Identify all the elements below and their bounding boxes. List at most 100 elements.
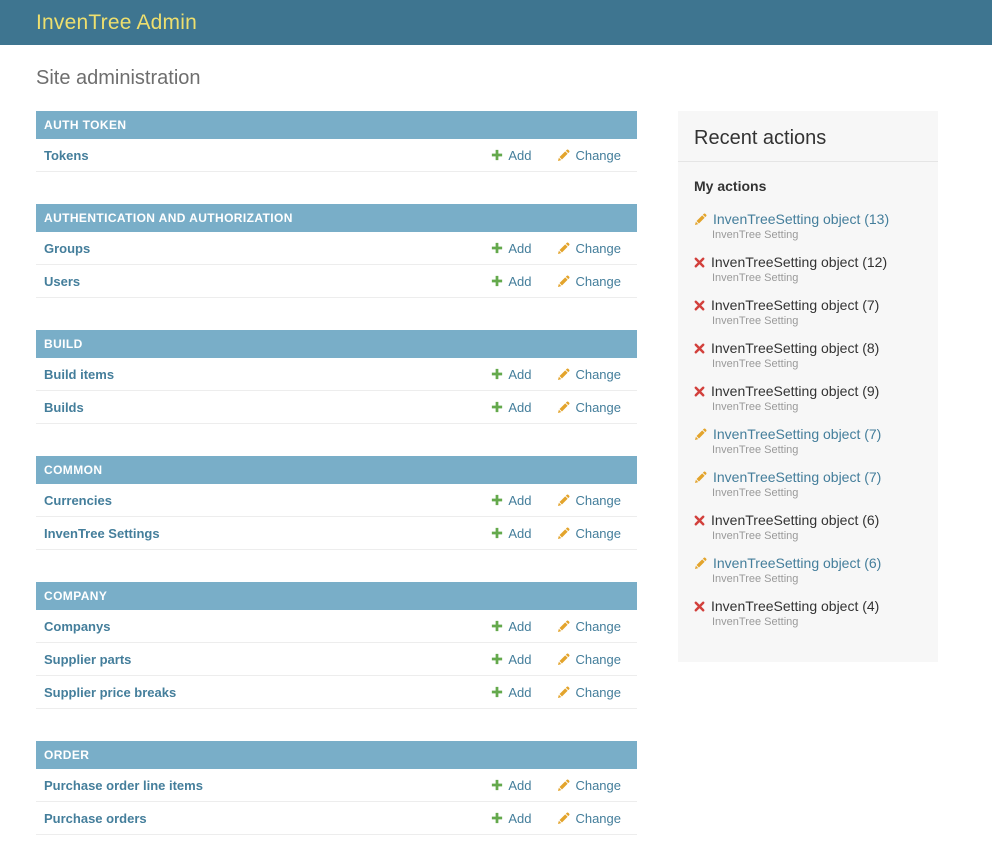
- add-link[interactable]: Add: [491, 274, 531, 289]
- model-row: Supplier price breaks Add Change: [36, 676, 637, 709]
- change-link[interactable]: Change: [557, 778, 621, 793]
- change-link[interactable]: Change: [557, 619, 621, 634]
- change-link[interactable]: Change: [557, 652, 621, 667]
- recent-action-line: InvenTreeSetting object (13): [694, 210, 922, 228]
- plus-icon: [491, 686, 503, 698]
- pencil-icon: [557, 242, 570, 255]
- recent-action-item: InvenTreeSetting object (7) InvenTree Set…: [694, 296, 922, 329]
- cross-icon: [694, 386, 705, 397]
- app-section-link[interactable]: COMMON: [36, 456, 637, 484]
- change-link[interactable]: Change: [557, 148, 621, 163]
- recent-actions-body: My actions InvenTreeSetting object (13) I…: [678, 162, 938, 662]
- add-link[interactable]: Add: [491, 241, 531, 256]
- recent-action-type: InvenTree Setting: [712, 487, 799, 499]
- change-link[interactable]: Change: [557, 685, 621, 700]
- model-link[interactable]: Users: [44, 273, 81, 289]
- app-header: InvenTree Admin: [0, 0, 992, 45]
- change-label: Change: [575, 777, 621, 793]
- add-label: Add: [508, 618, 532, 634]
- model-link[interactable]: Build items: [44, 366, 115, 382]
- recent-action-line: InvenTreeSetting object (6): [694, 554, 922, 572]
- app-section-link[interactable]: COMPANY: [36, 582, 637, 610]
- add-label: Add: [508, 366, 532, 382]
- row-actions: Add Change: [491, 367, 621, 382]
- change-label: Change: [575, 492, 621, 508]
- row-actions: Add Change: [491, 526, 621, 541]
- model-link[interactable]: Purchase orders: [44, 810, 147, 826]
- model-link[interactable]: Supplier parts: [44, 651, 132, 667]
- app-section-link[interactable]: BUILD: [36, 330, 637, 358]
- recent-action-label[interactable]: InvenTreeSetting object (7): [713, 426, 882, 442]
- add-link[interactable]: Add: [491, 685, 531, 700]
- add-link[interactable]: Add: [491, 400, 531, 415]
- add-link[interactable]: Add: [491, 526, 531, 541]
- recent-action-type: InvenTree Setting: [712, 573, 799, 585]
- app-section-link[interactable]: AUTH TOKEN: [36, 111, 637, 139]
- recent-action-item: InvenTreeSetting object (6) InvenTree Set…: [694, 554, 922, 587]
- change-label: Change: [575, 147, 621, 163]
- change-label: Change: [575, 366, 621, 382]
- recent-action-label: InvenTreeSetting object (8): [711, 340, 880, 356]
- pencil-icon: [557, 149, 570, 162]
- recent-action-line: InvenTreeSetting object (7): [694, 296, 922, 314]
- add-label: Add: [508, 399, 532, 415]
- cross-icon: [694, 515, 705, 526]
- change-link[interactable]: Change: [557, 493, 621, 508]
- add-label: Add: [508, 240, 532, 256]
- cross-icon: [694, 257, 705, 268]
- add-link[interactable]: Add: [491, 493, 531, 508]
- row-actions: Add Change: [491, 652, 621, 667]
- recent-action-label[interactable]: InvenTreeSetting object (7): [713, 469, 882, 485]
- plus-icon: [491, 653, 503, 665]
- add-link[interactable]: Add: [491, 811, 531, 826]
- add-link[interactable]: Add: [491, 148, 531, 163]
- recent-action-label[interactable]: InvenTreeSetting object (6): [713, 555, 882, 571]
- model-row: InvenTree Settings Add Change: [36, 517, 637, 550]
- pencil-icon: [557, 653, 570, 666]
- cross-icon: [694, 343, 705, 354]
- pencil-icon: [557, 686, 570, 699]
- row-actions: Add Change: [491, 619, 621, 634]
- add-link[interactable]: Add: [491, 619, 531, 634]
- change-link[interactable]: Change: [557, 367, 621, 382]
- add-link[interactable]: Add: [491, 652, 531, 667]
- model-row: Companys Add Change: [36, 610, 637, 643]
- recent-action-type: InvenTree Setting: [712, 315, 799, 327]
- app-section-link[interactable]: ORDER: [36, 741, 637, 769]
- recent-action-label[interactable]: InvenTreeSetting object (13): [713, 211, 890, 227]
- app-section-link[interactable]: AUTHENTICATION AND AUTHORIZATION: [36, 204, 637, 232]
- recent-actions-list: InvenTreeSetting object (13) InvenTree Se…: [694, 210, 922, 630]
- change-link[interactable]: Change: [557, 241, 621, 256]
- row-actions: Add Change: [491, 685, 621, 700]
- model-link[interactable]: Currencies: [44, 492, 112, 508]
- change-link[interactable]: Change: [557, 811, 621, 826]
- add-label: Add: [508, 492, 532, 508]
- model-link[interactable]: Supplier price breaks: [44, 684, 177, 700]
- content: AUTH TOKEN Tokens Add Change AUTHENTICATION …: [0, 111, 992, 867]
- model-row: Builds Add Change: [36, 391, 637, 424]
- app-list: AUTH TOKEN Tokens Add Change AUTHENTICATION …: [36, 111, 637, 867]
- model-row: Purchase order line items Add Change: [36, 769, 637, 802]
- site-title[interactable]: InvenTree Admin: [36, 10, 197, 34]
- model-link[interactable]: Builds: [44, 399, 84, 415]
- change-link[interactable]: Change: [557, 526, 621, 541]
- recent-action-type: InvenTree Setting: [712, 229, 799, 241]
- model-link[interactable]: InvenTree Settings: [44, 525, 160, 541]
- model-link[interactable]: Purchase order line items: [44, 777, 203, 793]
- change-link[interactable]: Change: [557, 400, 621, 415]
- model-link[interactable]: Companys: [44, 618, 111, 634]
- recent-action-type: InvenTree Setting: [712, 444, 799, 456]
- add-link[interactable]: Add: [491, 778, 531, 793]
- model-link[interactable]: Groups: [44, 240, 91, 256]
- row-actions: Add Change: [491, 778, 621, 793]
- model-row: Purchase orders Add Change: [36, 802, 637, 835]
- recent-actions-panel: Recent actions My actions InvenTreeSetti…: [678, 111, 938, 662]
- model-link[interactable]: Tokens: [44, 147, 89, 163]
- add-link[interactable]: Add: [491, 367, 531, 382]
- recent-action-item: InvenTreeSetting object (9) InvenTree Set…: [694, 382, 922, 415]
- recent-action-type: InvenTree Setting: [712, 616, 799, 628]
- change-link[interactable]: Change: [557, 274, 621, 289]
- recent-actions-sidebar: Recent actions My actions InvenTreeSetti…: [678, 111, 938, 662]
- recent-action-label: InvenTreeSetting object (12): [711, 254, 888, 270]
- add-label: Add: [508, 684, 532, 700]
